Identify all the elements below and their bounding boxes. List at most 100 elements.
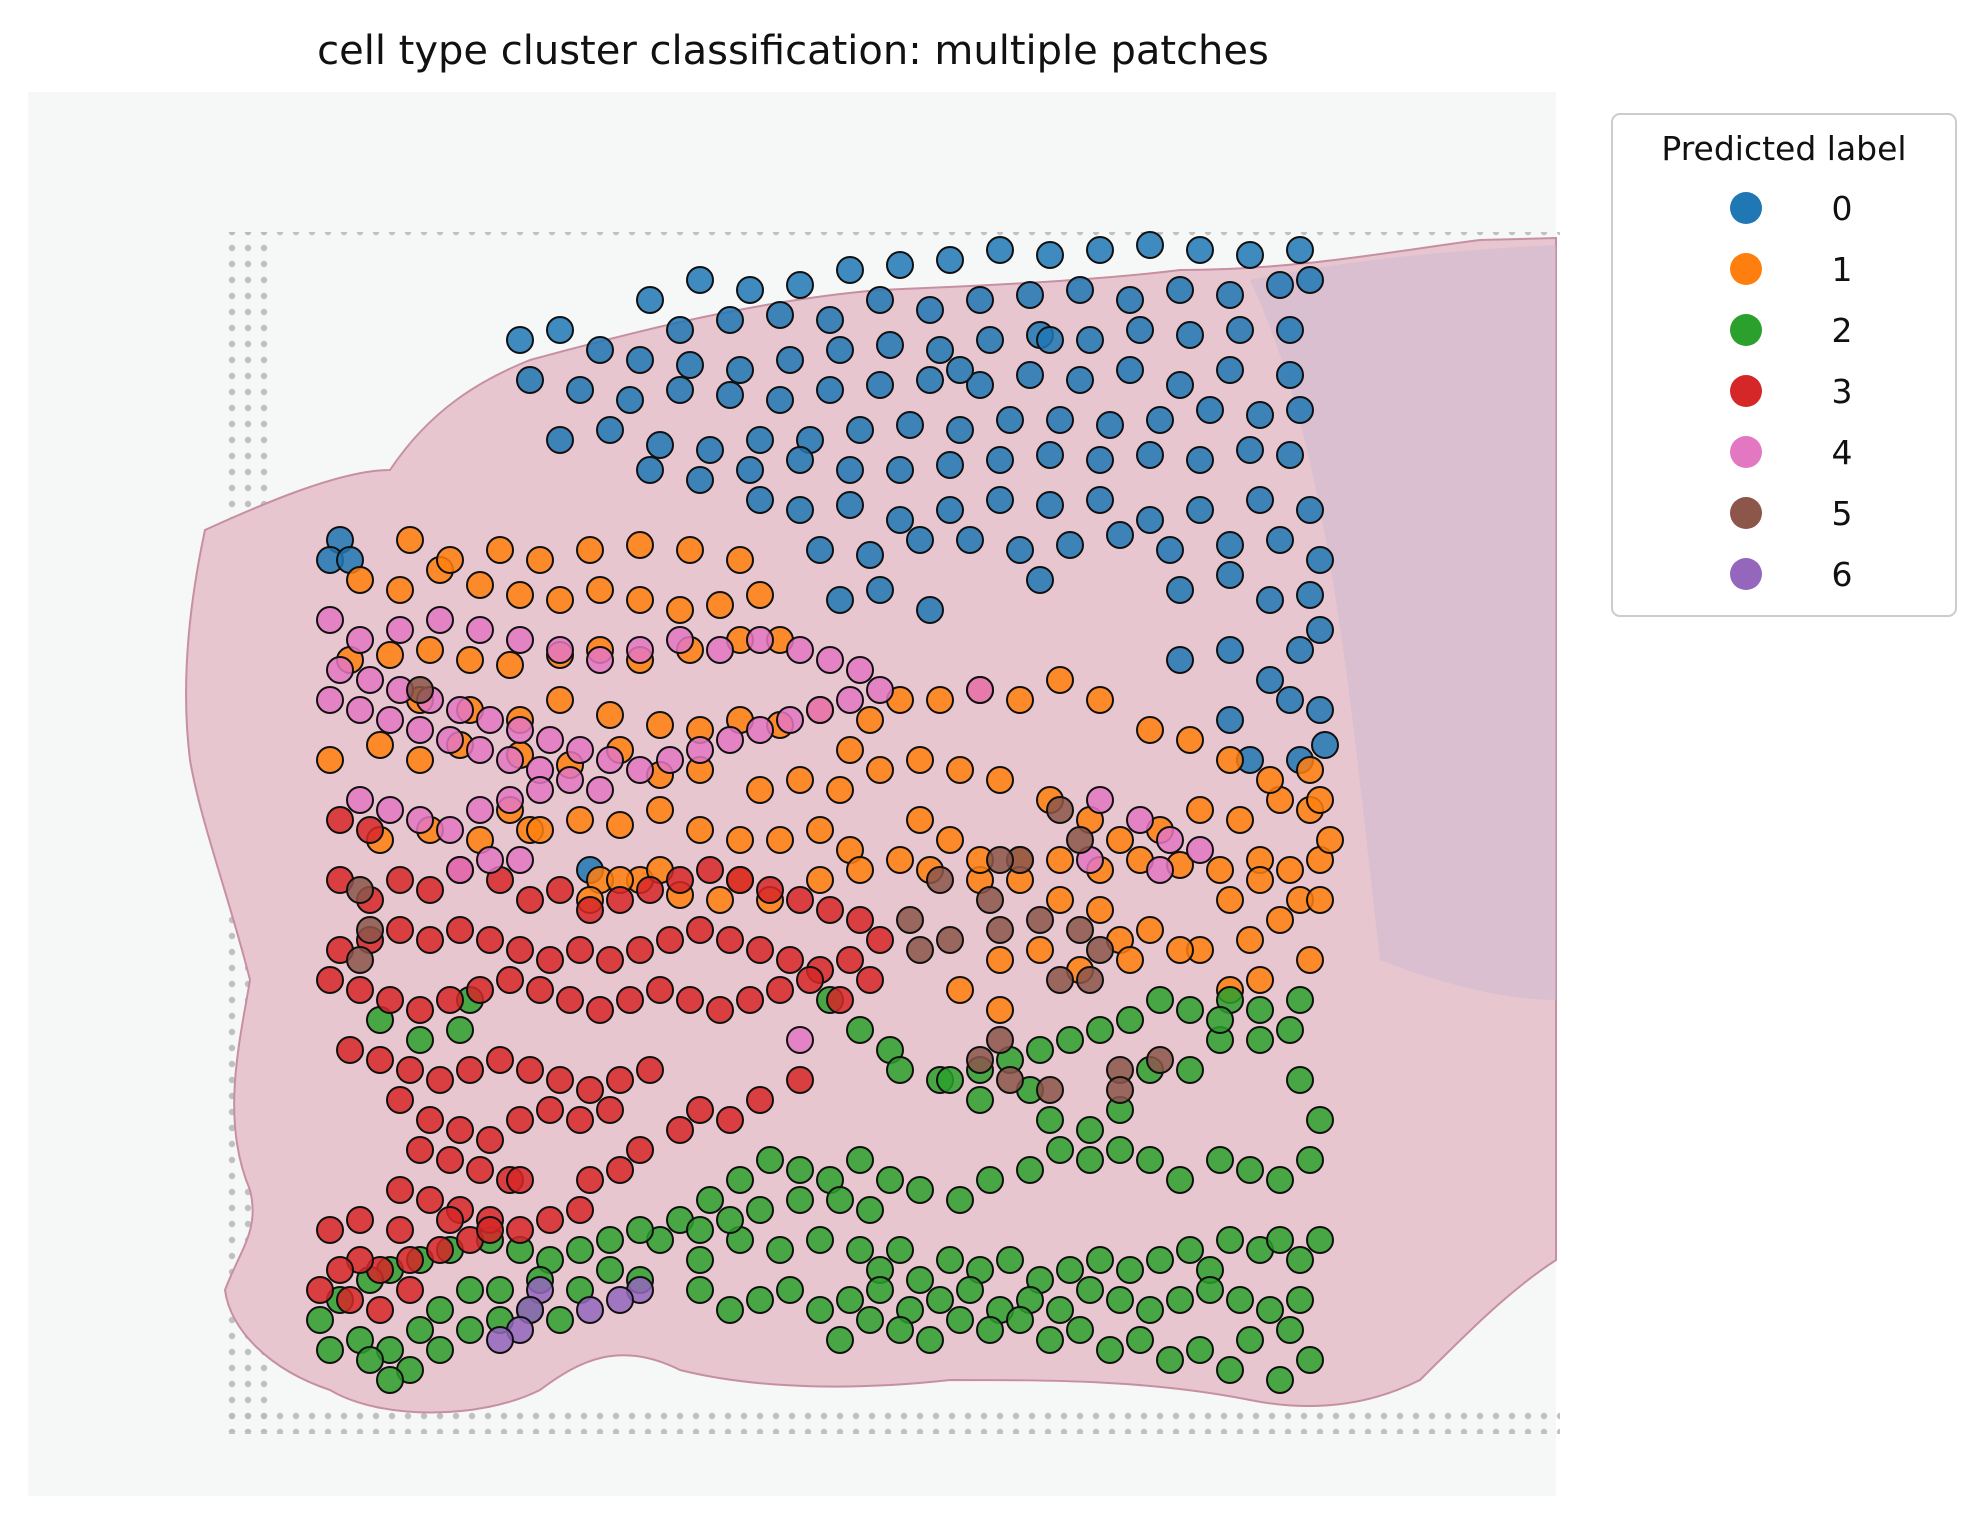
point-label-0 [1216, 531, 1244, 559]
point-label-2 [1216, 1226, 1244, 1254]
point-label-0 [1276, 316, 1304, 344]
point-label-3 [376, 986, 404, 1014]
point-label-2 [1136, 1296, 1164, 1324]
point-label-1 [1186, 796, 1214, 824]
point-label-2 [1246, 996, 1274, 1024]
point-label-3 [536, 1206, 564, 1234]
point-label-2 [1276, 1316, 1304, 1344]
point-label-2 [1126, 1326, 1154, 1354]
point-label-2 [1076, 1276, 1104, 1304]
point-label-0 [886, 506, 914, 534]
point-label-0 [906, 526, 934, 554]
point-label-3 [846, 906, 874, 934]
point-label-5 [896, 906, 924, 934]
point-label-3 [356, 816, 384, 844]
point-label-1 [766, 826, 794, 854]
point-label-0 [1166, 646, 1194, 674]
point-label-1 [1136, 716, 1164, 744]
point-label-0 [686, 466, 714, 494]
point-label-0 [1016, 361, 1044, 389]
point-label-0 [1136, 441, 1164, 469]
point-label-1 [676, 536, 704, 564]
point-label-0 [1306, 616, 1334, 644]
point-label-0 [886, 251, 914, 279]
point-label-4 [436, 726, 464, 754]
point-label-3 [506, 1166, 534, 1194]
point-label-1 [586, 576, 614, 604]
point-label-4 [656, 746, 684, 774]
point-label-1 [1086, 686, 1114, 714]
scatter-points [306, 231, 1344, 1394]
point-label-0 [736, 456, 764, 484]
point-label-0 [1166, 276, 1194, 304]
point-label-3 [396, 1246, 424, 1274]
point-label-0 [1216, 356, 1244, 384]
point-label-3 [856, 966, 884, 994]
point-label-5 [996, 1066, 1024, 1094]
point-label-1 [1006, 686, 1034, 714]
point-label-1 [396, 526, 424, 554]
point-label-0 [686, 266, 714, 294]
point-label-0 [1196, 396, 1224, 424]
point-label-2 [1276, 1016, 1304, 1044]
point-label-0 [506, 326, 534, 354]
point-label-1 [1236, 926, 1264, 954]
point-label-0 [896, 411, 924, 439]
point-label-2 [1116, 1006, 1144, 1034]
point-label-2 [546, 1306, 574, 1334]
point-label-1 [1026, 936, 1054, 964]
point-label-0 [1146, 406, 1174, 434]
point-label-0 [916, 366, 944, 394]
point-label-0 [1296, 266, 1324, 294]
point-label-1 [986, 996, 1014, 1024]
point-label-3 [466, 976, 494, 1004]
point-label-1 [836, 736, 864, 764]
legend-box [1611, 113, 1957, 617]
point-label-3 [506, 1216, 534, 1244]
legend-entry-5: 5 [1730, 494, 1853, 533]
point-label-1 [1216, 886, 1244, 914]
point-label-3 [506, 936, 534, 964]
point-label-2 [686, 1276, 714, 1304]
point-label-4 [316, 606, 344, 634]
point-label-0 [696, 436, 724, 464]
point-label-3 [866, 926, 894, 954]
point-label-0 [1036, 491, 1064, 519]
legend-marker-6 [1730, 558, 1762, 590]
point-label-2 [1066, 1316, 1094, 1344]
legend-marker-2 [1730, 314, 1762, 346]
point-label-0 [646, 431, 674, 459]
point-label-0 [806, 536, 834, 564]
point-label-1 [486, 536, 514, 564]
point-label-4 [356, 666, 384, 694]
legend-entry-6: 6 [1730, 555, 1853, 594]
point-label-2 [1006, 1306, 1034, 1334]
point-label-5 [1146, 1046, 1174, 1074]
point-label-5 [1106, 1076, 1134, 1104]
point-label-4 [466, 796, 494, 824]
point-label-2 [926, 1286, 954, 1314]
point-label-4 [706, 636, 734, 664]
point-label-0 [1066, 276, 1094, 304]
point-label-2 [1286, 1066, 1314, 1094]
point-label-0 [776, 346, 804, 374]
legend-title: Predicted label [1661, 129, 1906, 168]
point-label-0 [666, 376, 694, 404]
point-label-2 [406, 1026, 434, 1054]
point-label-2 [1196, 1276, 1224, 1304]
point-label-0 [1186, 236, 1214, 264]
point-label-0 [996, 406, 1024, 434]
point-label-0 [1006, 536, 1034, 564]
point-label-4 [716, 726, 744, 754]
point-label-6 [606, 1286, 634, 1314]
point-label-4 [476, 846, 504, 874]
point-label-3 [386, 866, 414, 894]
point-label-1 [406, 746, 434, 774]
point-label-1 [576, 536, 604, 564]
point-label-3 [386, 1176, 414, 1204]
point-label-1 [826, 776, 854, 804]
point-label-5 [1086, 936, 1114, 964]
point-label-2 [946, 1306, 974, 1334]
point-label-2 [1226, 1286, 1254, 1314]
point-label-0 [1076, 326, 1104, 354]
